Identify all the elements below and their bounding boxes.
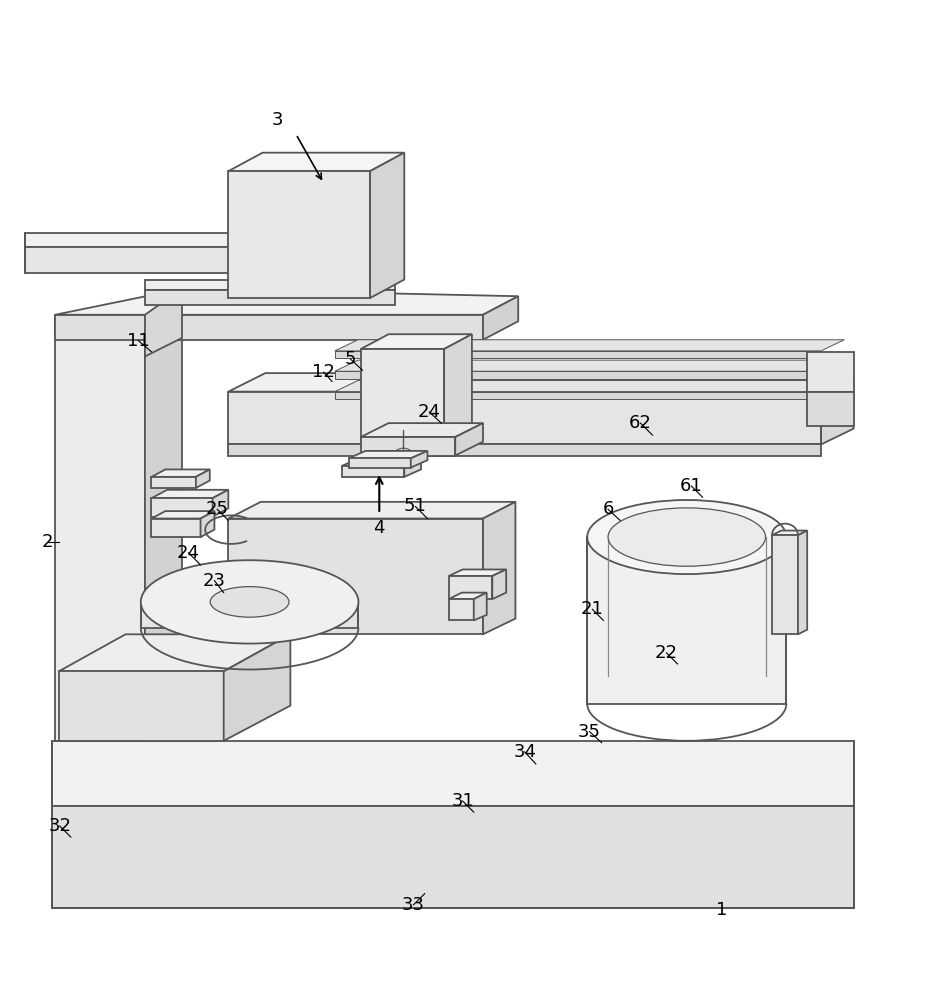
Polygon shape [360, 349, 444, 444]
Polygon shape [228, 519, 483, 634]
Text: 62: 62 [628, 414, 651, 432]
Polygon shape [348, 458, 410, 468]
Text: 31: 31 [451, 792, 473, 810]
Polygon shape [342, 466, 404, 477]
Polygon shape [24, 247, 247, 273]
Text: 1: 1 [715, 901, 727, 919]
Polygon shape [145, 289, 182, 356]
Polygon shape [334, 360, 844, 371]
Polygon shape [483, 502, 515, 634]
Polygon shape [586, 537, 785, 704]
Polygon shape [404, 458, 420, 477]
Polygon shape [797, 531, 806, 634]
Polygon shape [145, 290, 394, 305]
Polygon shape [483, 296, 518, 340]
Polygon shape [141, 602, 358, 628]
Polygon shape [410, 451, 427, 468]
Text: 12: 12 [312, 363, 335, 381]
Polygon shape [24, 233, 247, 247]
Ellipse shape [393, 448, 413, 465]
Polygon shape [228, 153, 404, 171]
Ellipse shape [608, 508, 765, 566]
Polygon shape [196, 469, 210, 488]
Polygon shape [448, 576, 492, 599]
Polygon shape [369, 153, 404, 298]
Polygon shape [298, 569, 316, 634]
Polygon shape [334, 351, 820, 358]
Text: 21: 21 [580, 600, 603, 618]
Text: 11: 11 [127, 332, 149, 350]
Polygon shape [213, 490, 228, 517]
Polygon shape [151, 498, 213, 517]
Polygon shape [151, 469, 210, 477]
Text: 24: 24 [418, 403, 440, 421]
Polygon shape [360, 423, 483, 437]
Polygon shape [200, 511, 214, 537]
Polygon shape [448, 599, 473, 620]
Polygon shape [820, 373, 853, 444]
Text: 24: 24 [177, 544, 200, 562]
Text: 32: 32 [48, 817, 71, 835]
Text: 34: 34 [512, 743, 535, 761]
Text: 4: 4 [373, 519, 384, 537]
Polygon shape [52, 741, 853, 806]
Polygon shape [360, 334, 471, 349]
Text: 23: 23 [202, 572, 226, 590]
Polygon shape [473, 593, 486, 620]
Text: 3: 3 [271, 111, 283, 129]
Polygon shape [228, 373, 853, 392]
Polygon shape [228, 444, 820, 456]
Polygon shape [228, 392, 820, 444]
Polygon shape [228, 502, 515, 519]
Polygon shape [228, 171, 369, 298]
Ellipse shape [586, 500, 785, 574]
Polygon shape [334, 392, 820, 399]
Text: 22: 22 [654, 644, 677, 662]
Polygon shape [448, 593, 486, 599]
Polygon shape [55, 315, 145, 741]
Polygon shape [455, 423, 483, 456]
Text: 25: 25 [205, 500, 228, 518]
Polygon shape [360, 437, 455, 456]
Polygon shape [444, 334, 471, 444]
Polygon shape [806, 392, 853, 426]
Polygon shape [145, 280, 394, 290]
Polygon shape [771, 535, 797, 634]
Polygon shape [342, 458, 420, 466]
Polygon shape [151, 511, 214, 519]
Polygon shape [334, 381, 844, 392]
Text: 35: 35 [577, 723, 600, 741]
Polygon shape [151, 477, 196, 488]
Polygon shape [250, 569, 316, 579]
Polygon shape [151, 490, 228, 498]
Polygon shape [224, 634, 290, 741]
Text: 6: 6 [601, 500, 613, 518]
Polygon shape [145, 289, 182, 741]
Polygon shape [334, 371, 820, 379]
Polygon shape [52, 806, 853, 908]
Text: 61: 61 [679, 477, 702, 495]
Text: 33: 33 [402, 896, 425, 914]
Polygon shape [55, 315, 483, 340]
Text: 5: 5 [344, 350, 356, 368]
Polygon shape [806, 352, 853, 392]
Text: 51: 51 [404, 497, 426, 515]
Polygon shape [55, 289, 518, 315]
Polygon shape [448, 569, 506, 576]
Polygon shape [348, 451, 427, 458]
Polygon shape [334, 340, 844, 351]
Polygon shape [250, 579, 298, 634]
Polygon shape [771, 531, 806, 535]
Polygon shape [492, 569, 506, 599]
Polygon shape [58, 634, 290, 671]
Polygon shape [58, 671, 224, 741]
Ellipse shape [210, 587, 289, 617]
Text: 2: 2 [42, 533, 54, 551]
Ellipse shape [141, 560, 358, 644]
Polygon shape [151, 519, 200, 537]
